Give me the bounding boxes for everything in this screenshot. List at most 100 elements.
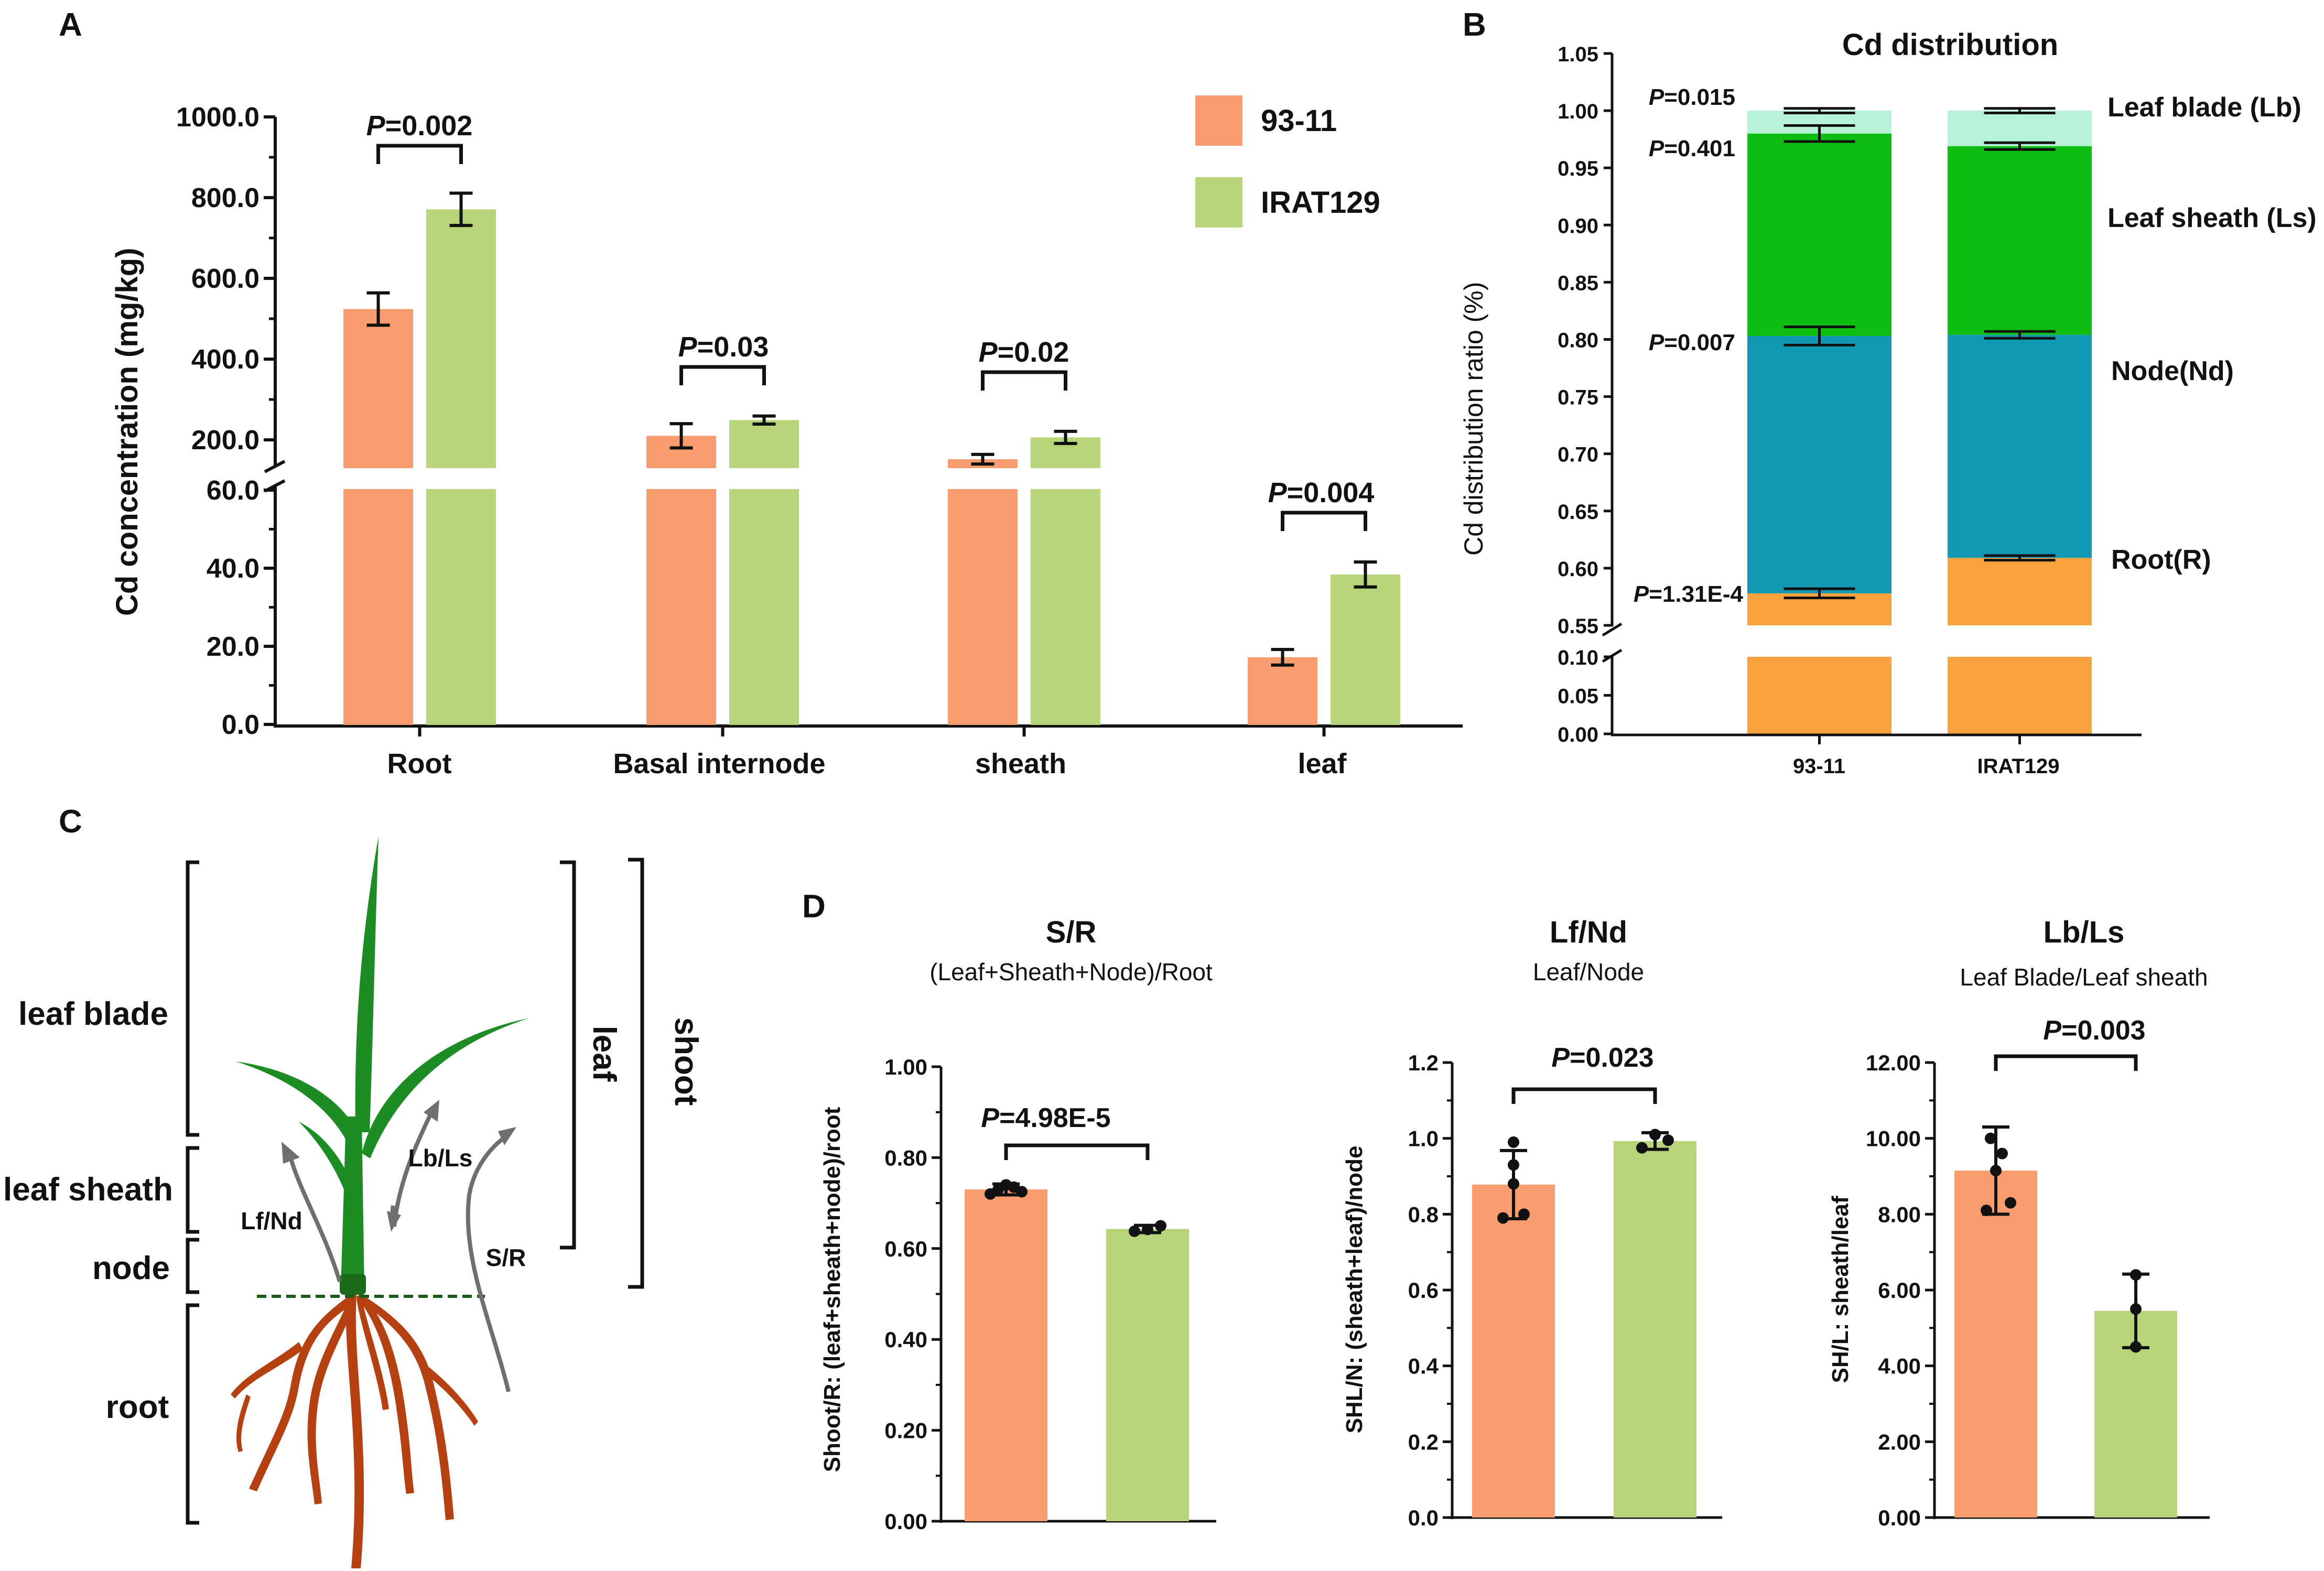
y-tick-label: 0.00 [1878, 1505, 1921, 1530]
y-tick-label: 0.0 [222, 710, 260, 740]
d3-ylabel: SH/L: sheath/leaf [1828, 1196, 1853, 1383]
y-tick-label: 0.00 [884, 1509, 927, 1534]
y-tick-label: 0.65 [1558, 501, 1598, 524]
segment-ls-1 [1948, 146, 2092, 335]
d2-title: Lf/Nd [1550, 915, 1627, 949]
data-point [2130, 1269, 2142, 1281]
data-point [1508, 1178, 1519, 1190]
y-tick-label: 0.4 [1408, 1354, 1439, 1379]
segment-label-leaf-sheath: Leaf sheath (Ls) [2107, 203, 2317, 233]
data-point [1649, 1129, 1661, 1141]
panel-a-ylabel: Cd concentration (mg/kg) [110, 248, 144, 616]
legend-label-irat129: IRAT129 [1261, 186, 1380, 220]
panel-a-axes [264, 115, 1463, 736]
category-label-leaf: leaf [1298, 748, 1347, 779]
bracket-leaf-sheath [186, 1146, 199, 1234]
significance-bracket [376, 144, 463, 164]
group-label-leaf: leaf [586, 1026, 622, 1082]
bar-irat129-0 [426, 209, 496, 725]
segment-r-1 [1948, 558, 2092, 625]
y-tick-label: 40.0 [207, 554, 260, 584]
bar-irat129 [1106, 1229, 1189, 1521]
y-tick-label: 1.00 [884, 1055, 927, 1079]
panel-d: D S/R (Leaf+Sheath+Node)/Root Shoot/R: (… [802, 889, 2210, 1534]
panel-b-category-9311: 93-11 [1793, 755, 1845, 778]
d1-ylabel: Shoot/R: (leaf+sheath+node)/root [819, 1107, 845, 1472]
data-point [1000, 1179, 1012, 1191]
data-point [1142, 1223, 1153, 1236]
panel-b-title: Cd distribution [1842, 28, 2058, 62]
y-tick-label: 8.00 [1878, 1202, 1921, 1227]
pvalue-leaf-blade: P=0.015 [1649, 84, 1735, 110]
axis-break-mark-lower [264, 479, 286, 493]
data-point [2130, 1303, 2142, 1315]
d3-subtitle: Leaf Blade/Leaf sheath [1960, 963, 2208, 991]
plant-roots [231, 1294, 478, 1568]
y-tick-label: 6.00 [1878, 1278, 1921, 1303]
y-tick-label: 0.20 [884, 1418, 927, 1443]
d2-subtitle: Leaf/Node [1533, 958, 1644, 985]
pvalue-leaf-sheath: P=0.401 [1649, 136, 1735, 161]
data-point [2005, 1197, 2016, 1209]
d2-ylabel: SHL/N: (sheath+leaf)/node [1342, 1146, 1367, 1434]
d1-subtitle: (Leaf+Sheath+Node)/Root [929, 958, 1213, 985]
panel-b-tick-labels: 0.55 0.60 0.65 0.70 0.75 0.80 0.85 0.90 0.95 1.00… [1558, 43, 1598, 746]
y-tick-label: 0.55 [1558, 615, 1598, 638]
y-tick-label: 20.0 [207, 632, 260, 662]
segment-ls-0 [1747, 133, 1891, 336]
y-tick-label: 0.70 [1558, 443, 1598, 467]
legend-swatch-9311 [1195, 95, 1242, 146]
axis-break-mark-upper [264, 460, 286, 473]
significance-bracket [1994, 1054, 2138, 1071]
bar-9311-0 [343, 309, 413, 725]
axis-break-gap [315, 468, 1457, 489]
d3-title: Lb/Ls [2044, 915, 2125, 949]
panel-a-tick-labels: 0.0 20.0 40.0 60.0 200.0 400.0 600.0 800.0 1000.… [176, 102, 260, 740]
bracket-leaf-blade [186, 860, 199, 1137]
y-tick-label: 0.60 [1558, 558, 1598, 581]
segment-label-node: Node(Nd) [2111, 356, 2234, 386]
arrow-heads [282, 1100, 516, 1232]
y-tick-label: 800.0 [191, 183, 260, 213]
segment-label-leaf-blade: Leaf blade (Lb) [2107, 92, 2301, 123]
bar-9311-3 [1248, 657, 1317, 725]
pvalue-leaf: P=0.004 [1268, 477, 1375, 508]
panel-d2: Lf/Nd Leaf/Node SHL/N: (sheath+leaf)/nod… [1342, 915, 1722, 1530]
panel-a-bars [343, 144, 1400, 725]
significance-bracket [1004, 1143, 1150, 1160]
pvalue-root: P=0.002 [366, 110, 473, 142]
part-label-node: node [92, 1250, 170, 1286]
y-tick-label: 400.0 [191, 344, 260, 375]
y-tick-label: 0.80 [884, 1145, 927, 1170]
bar-9311 [1954, 1171, 2037, 1518]
segment-root-lower-0 [1747, 657, 1891, 734]
y-tick-label: 0.2 [1408, 1429, 1439, 1454]
segment-root-lower-1 [1948, 657, 2092, 734]
panel-a: A Cd concentration (mg/kg) 0.0 20.0 40.0 60… [59, 7, 1463, 779]
panel-a-category-labels: Root Basal internode sheath leaf [387, 748, 1347, 779]
panel-a-pvalues: P=0.002 P=0.03 P=0.02 P=0.004 [366, 110, 1375, 508]
pvalue-root-ratio: P=1.31E-4 [1634, 581, 1744, 607]
y-tick-label: 0.90 [1558, 214, 1598, 237]
significance-bracket [981, 370, 1067, 391]
panel-b: B Cd distribution Cd distribution ratio … [1459, 7, 2317, 778]
d2-pvalue: P=0.023 [1551, 1043, 1653, 1073]
data-point [1508, 1136, 1519, 1148]
significance-bracket [1511, 1087, 1657, 1104]
category-label-root: Root [387, 748, 452, 779]
y-tick-label: 1.2 [1408, 1050, 1439, 1075]
d2-plot: 0.0 0.2 0.4 0.6 0.8 1.0 1.2 [1408, 1050, 1722, 1530]
panel-b-axes [1602, 52, 2142, 744]
data-point [1996, 1147, 2008, 1160]
y-tick-label: 0.75 [1558, 386, 1598, 409]
y-tick-label: 0.85 [1558, 272, 1598, 295]
bar-irat129-1 [729, 420, 799, 725]
part-label-root: root [106, 1389, 169, 1425]
category-label-basal-internode: Basal internode [613, 748, 825, 779]
d3-plot: 0.00 2.00 4.00 6.00 8.00 10.00 12.00 [1866, 1050, 2210, 1530]
segment-lb-1 [1948, 111, 2092, 146]
data-point [1985, 1132, 1996, 1144]
y-tick-label: 0.60 [884, 1237, 927, 1261]
d1-plot: 0.00 0.20 0.40 0.60 0.80 1.00 [884, 1055, 1216, 1534]
